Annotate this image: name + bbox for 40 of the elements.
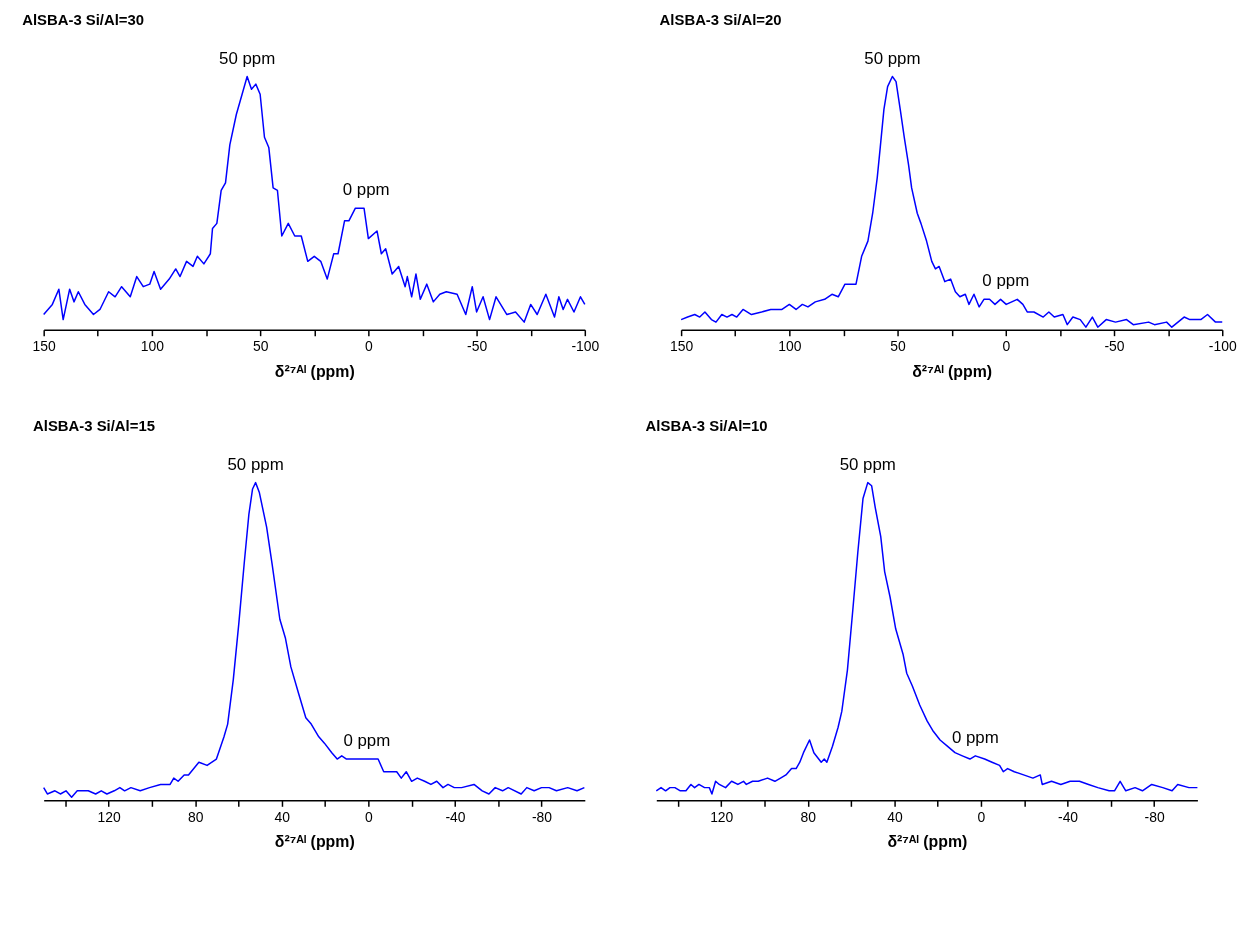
x-tick-label: -40 [445,808,466,825]
x-tick-label: 40 [887,808,903,825]
x-tick-label: 50 [890,338,907,355]
x-tick-label: -80 [531,808,553,825]
x-tick-label: -50 [1104,338,1125,355]
x-tick-label: -100 [571,338,600,355]
chart-title: AlSBA-3 Si/Al=20 [659,11,782,28]
annotation: 50 ppm [864,48,921,68]
chart-title: AlSBA-3 Si/Al=10 [645,417,768,434]
x-tick-label: 40 [274,808,291,825]
x-tick-label: 120 [710,808,734,825]
annotation: 50 ppm [839,454,896,474]
annotation: 0 ppm [982,271,1030,291]
x-tick-label: 0 [977,808,986,825]
x-tick-label: 0 [364,338,373,355]
x-tick-label: 150 [670,338,694,355]
chart-title: AlSBA-3 Si/Al=30 [22,11,145,28]
x-tick-label: 100 [778,338,802,355]
x-tick-label: 50 [252,338,269,355]
x-axis-title: δ²⁷ᴬˡ (ppm) [912,362,993,380]
x-axis-title: δ²⁷ᴬˡ (ppm) [274,833,355,851]
annotation: 0 ppm [342,180,390,200]
x-tick-label: 150 [32,338,57,355]
annotation: 0 ppm [343,731,391,751]
annotation: 50 ppm [219,48,276,68]
x-tick-label: 120 [97,808,121,825]
x-axis-title: δ²⁷ᴬˡ (ppm) [887,833,968,851]
annotation: 0 ppm [951,727,999,747]
annotation: 50 ppm [227,454,284,474]
x-tick-label: -40 [1058,808,1079,825]
x-tick-label: -50 [467,338,488,355]
x-axis-title: δ²⁷ᴬˡ (ppm) [274,362,355,380]
x-tick-label: 0 [364,808,373,825]
x-tick-label: -80 [1144,808,1165,825]
chart-title: AlSBA-3 Si/Al=15 [33,417,155,434]
x-tick-label: 0 [1002,338,1011,355]
x-tick-label: -100 [1208,338,1237,355]
x-tick-label: 100 [140,338,165,355]
x-tick-label: 80 [187,808,204,825]
x-tick-label: 80 [800,808,817,825]
